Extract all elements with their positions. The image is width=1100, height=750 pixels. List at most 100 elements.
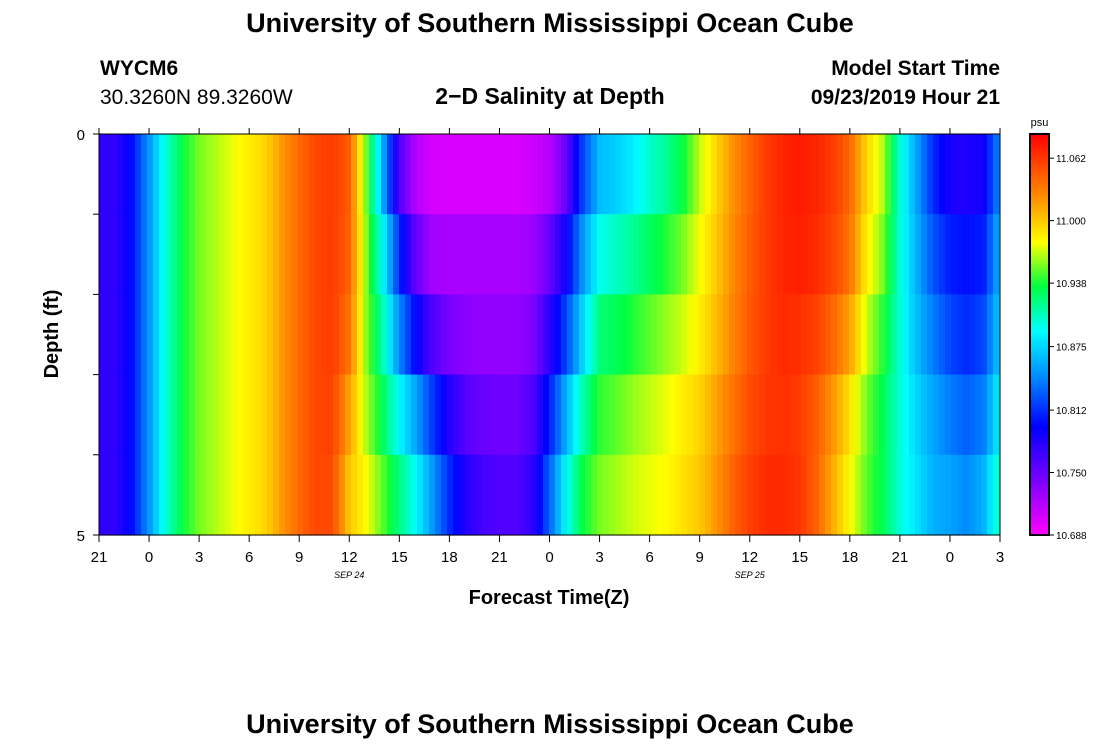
- heatmap-cell: [525, 454, 532, 536]
- heatmap-cell: [321, 134, 328, 215]
- heatmap-cell: [201, 134, 208, 215]
- heatmap-cell: [399, 294, 406, 376]
- heatmap-cell: [789, 134, 796, 215]
- heatmap-cell: [309, 134, 316, 215]
- heatmap-cell: [753, 454, 760, 536]
- heatmap-cell: [597, 374, 604, 456]
- heatmap-cell: [657, 374, 664, 456]
- heatmap-cell: [657, 134, 664, 215]
- heatmap-cell: [111, 134, 118, 215]
- heatmap-cell: [741, 214, 748, 295]
- heatmap-cell: [939, 134, 946, 215]
- plot-title: 2−D Salinity at Depth: [435, 83, 665, 109]
- heatmap-cell: [177, 454, 184, 536]
- heatmap-cell: [381, 294, 388, 376]
- heatmap-cell: [573, 294, 580, 376]
- heatmap-cell: [525, 134, 532, 215]
- heatmap-cell: [363, 294, 370, 376]
- heatmap-cell: [669, 134, 676, 215]
- heatmap-cell: [105, 214, 112, 295]
- heatmap-cell: [957, 454, 964, 536]
- heatmap-cell: [363, 134, 370, 215]
- heatmap-cell: [195, 134, 202, 215]
- heatmap-cell: [993, 294, 1000, 376]
- heatmap-cell: [471, 294, 478, 376]
- heatmap-cell: [921, 134, 928, 215]
- heatmap-cell: [387, 214, 394, 295]
- heatmap-cell: [309, 214, 316, 295]
- heatmap-cell: [855, 214, 862, 295]
- heatmap-cell: [171, 374, 178, 456]
- heatmap-cell: [981, 374, 988, 456]
- heatmap-cell: [141, 454, 148, 536]
- heatmap-cell: [363, 454, 370, 536]
- x-axis-label: Forecast Time(Z): [469, 587, 630, 609]
- heatmap-cell: [237, 454, 244, 536]
- heatmap-cell: [987, 134, 994, 215]
- heatmap-cell: [729, 294, 736, 376]
- heatmap-cell: [465, 134, 472, 215]
- heatmap-cell: [345, 294, 352, 376]
- heatmap-cell: [381, 214, 388, 295]
- heatmap-cell: [105, 374, 112, 456]
- heatmap-cell: [423, 374, 430, 456]
- heatmap-cell: [897, 454, 904, 536]
- heatmap-cell: [771, 134, 778, 215]
- x-tick-label: 21: [892, 549, 909, 566]
- heatmap-cell: [507, 134, 514, 215]
- y-axis: 05: [77, 127, 99, 545]
- heatmap-cell: [183, 294, 190, 376]
- heatmap-cell: [309, 454, 316, 536]
- heatmap-cell: [441, 214, 448, 295]
- heatmap-cell: [381, 454, 388, 536]
- heatmap-cell: [129, 214, 136, 295]
- heatmap-cell: [843, 294, 850, 376]
- heatmap-cell: [921, 374, 928, 456]
- heatmap-cell: [117, 294, 124, 376]
- heatmap-cell: [663, 374, 670, 456]
- heatmap-cell: [633, 374, 640, 456]
- heatmap-cell: [291, 134, 298, 215]
- heatmap-cell: [249, 214, 256, 295]
- heatmap-cell: [435, 454, 442, 536]
- heatmap-cell: [315, 134, 322, 215]
- heatmap-cell: [513, 134, 520, 215]
- x-tick-label: 9: [295, 549, 303, 566]
- heatmap-cell: [669, 294, 676, 376]
- x-tick-label: 21: [491, 549, 508, 566]
- heatmap-cell: [699, 134, 706, 215]
- heatmap-cell: [435, 214, 442, 295]
- heatmap-cell: [123, 454, 130, 536]
- heatmap-cell: [987, 214, 994, 295]
- heatmap-cell: [177, 374, 184, 456]
- heatmap-cell: [453, 294, 460, 376]
- heatmap-cell: [717, 134, 724, 215]
- heatmap-cell: [297, 294, 304, 376]
- heatmap-cell: [663, 454, 670, 536]
- heatmap-cell: [609, 454, 616, 536]
- heatmap-cell: [237, 134, 244, 215]
- heatmap-cell: [387, 454, 394, 536]
- heatmap-cell: [201, 214, 208, 295]
- x-tick-label: 3: [996, 549, 1004, 566]
- heatmap-cell: [171, 454, 178, 536]
- heatmap-cell: [471, 134, 478, 215]
- heatmap-cell: [705, 134, 712, 215]
- heatmap-cell: [231, 214, 238, 295]
- heatmap-grid: [99, 134, 1000, 536]
- heatmap-cell: [453, 214, 460, 295]
- heatmap-cell: [255, 134, 262, 215]
- heatmap-cell: [837, 454, 844, 536]
- heatmap-cell: [441, 374, 448, 456]
- heatmap-cell: [993, 374, 1000, 456]
- heatmap-cell: [519, 294, 526, 376]
- heatmap-cell: [855, 134, 862, 215]
- heatmap-cell: [543, 374, 550, 456]
- heatmap-cell: [171, 214, 178, 295]
- heatmap-cell: [969, 374, 976, 456]
- heatmap-cell: [327, 294, 334, 376]
- heatmap-cell: [723, 214, 730, 295]
- heatmap-cell: [993, 454, 1000, 536]
- heatmap-cell: [621, 374, 628, 456]
- heatmap-cell: [465, 374, 472, 456]
